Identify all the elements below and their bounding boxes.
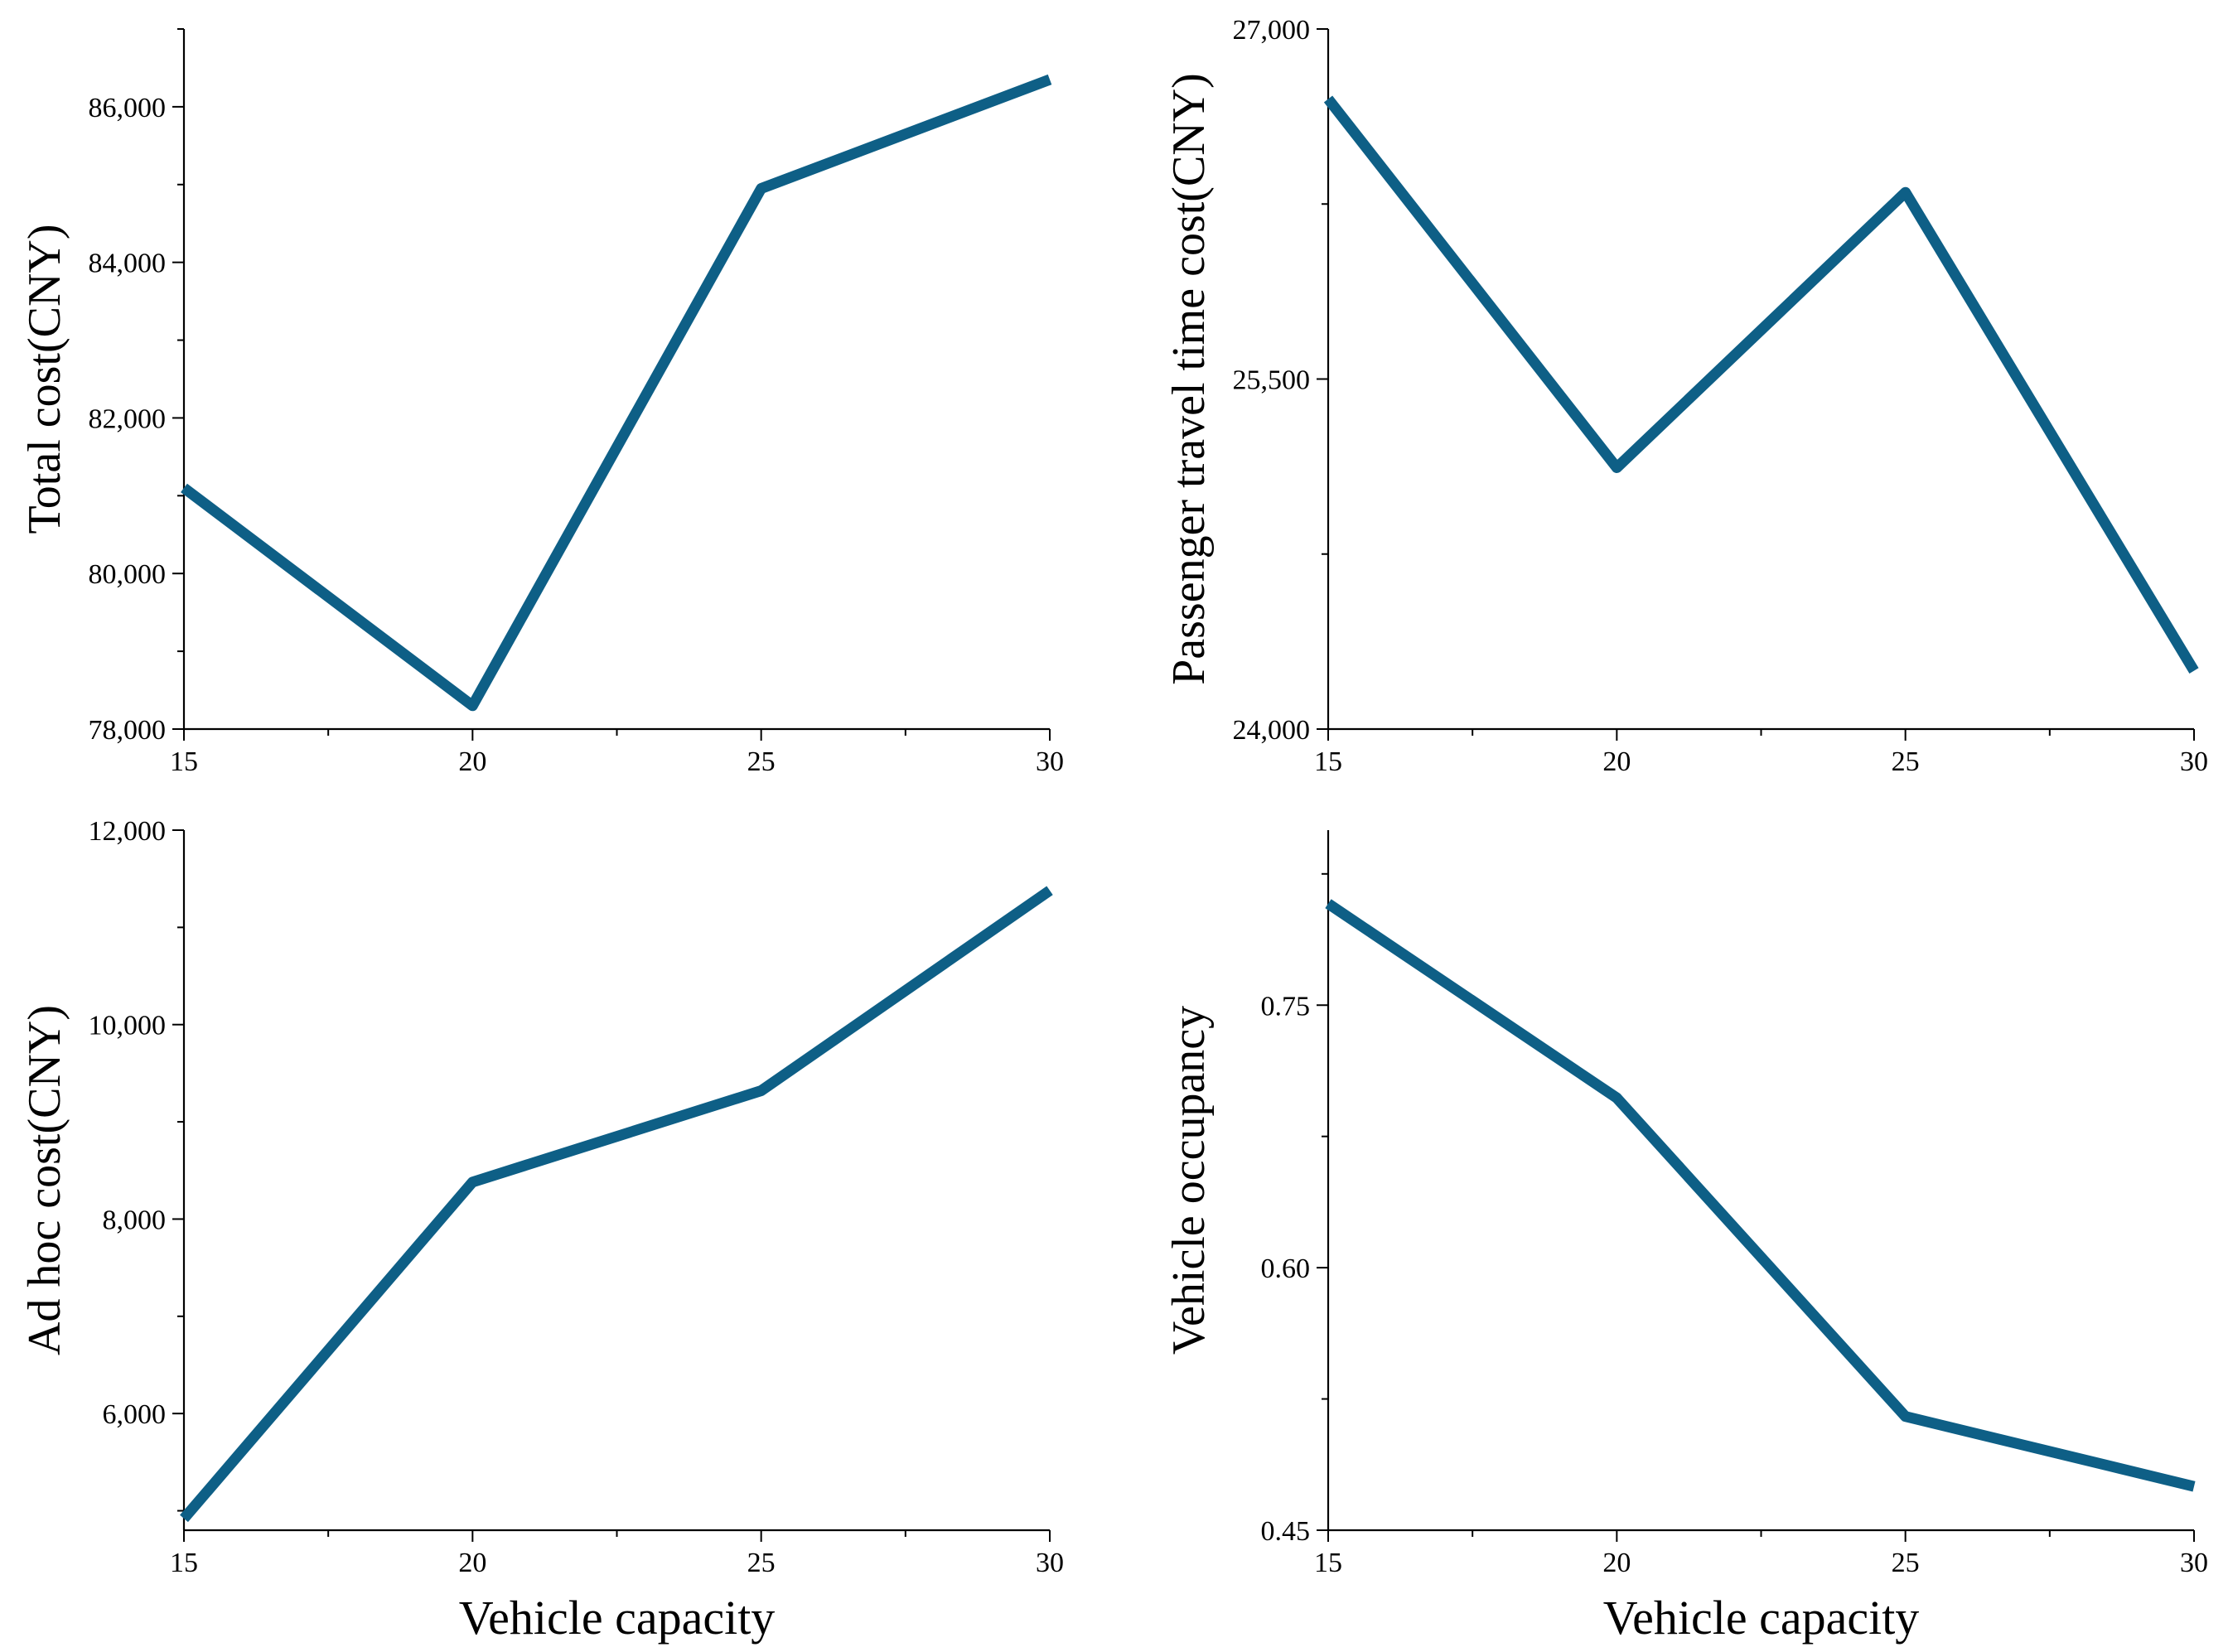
y-tick-label-2-1: 25,500 [1233, 365, 1311, 396]
y-axis-title-1: Total cost(CNY) [19, 224, 70, 534]
x-tick-label-3-0: 15 [170, 1548, 198, 1578]
x-tick-label-3-1: 20 [458, 1548, 486, 1578]
x-axis-title-4: Vehicle capacity [1603, 1591, 1920, 1645]
y-tick-label-3-1: 8,000 [103, 1205, 167, 1235]
x-tick-label-4-1: 20 [1602, 1548, 1631, 1578]
y-axis-title-3: Ad hoc cost(CNY) [19, 1005, 70, 1355]
y-tick-label-1-3: 84,000 [89, 249, 167, 279]
chart-panel-2: 15 20 25 30 24,000 25,500 27,000 Passenger trav… [1163, 15, 2208, 777]
y-tick-label-3-3: 12,000 [89, 816, 167, 847]
x-tick-label-3-3: 30 [1036, 1548, 1064, 1578]
x-tick-label-1-3: 30 [1036, 746, 1064, 777]
x-tick-label-4-2: 25 [1892, 1548, 1920, 1578]
x-tick-label-1-2: 25 [747, 746, 776, 777]
x-axis-title-3: Vehicle capacity [459, 1591, 776, 1645]
y-tick-label-2-2: 27,000 [1233, 15, 1311, 46]
y-tick-label-3-0: 6,000 [103, 1399, 167, 1430]
chart-panel-4: 15 20 25 30 0.45 0.60 0.75 Vehicle occupancy Veh… [1163, 830, 2208, 1645]
x-tick-label-3-2: 25 [747, 1548, 776, 1578]
series-line-2-0 [1323, 95, 2199, 674]
chart-panel-1: 15 20 25 30 78,000 80,000 82,000 84,000 86,000 To… [19, 28, 1064, 777]
x-tick-label-2-2: 25 [1892, 746, 1920, 777]
y-tick-label-2-0: 24,000 [1233, 715, 1311, 746]
y-tick-label-4-0: 0.45 [1261, 1516, 1311, 1547]
y-axis-title-4: Vehicle occupancy [1163, 1006, 1215, 1355]
y-axis-title-2: Passenger travel time cost(CNY) [1163, 73, 1215, 685]
y-tick-label-1-2: 82,000 [89, 403, 167, 434]
x-tick-label-4-0: 15 [1314, 1548, 1342, 1578]
y-tick-label-1-1: 80,000 [89, 559, 167, 590]
y-tick-label-4-1: 0.60 [1261, 1253, 1311, 1284]
y-tick-label-1-4: 86,000 [89, 93, 167, 123]
y-tick-label-4-2: 0.75 [1261, 991, 1311, 1022]
series-line-1-0 [181, 74, 1052, 712]
series-line-3-0 [180, 886, 1053, 1523]
x-tick-label-2-0: 15 [1314, 746, 1342, 777]
chart-panel-3: 15 20 25 30 6,000 8,000 10,000 12,000 Ad hoc cos… [19, 816, 1064, 1645]
x-tick-label-2-1: 20 [1602, 746, 1631, 777]
x-tick-label-2-3: 30 [2180, 746, 2208, 777]
x-tick-label-1-0: 15 [170, 746, 198, 777]
y-tick-label-3-2: 10,000 [89, 1011, 167, 1041]
x-tick-label-1-1: 20 [458, 746, 486, 777]
y-tick-label-1-0: 78,000 [89, 715, 167, 746]
x-tick-label-4-3: 30 [2180, 1548, 2208, 1578]
series-line-4-0 [1325, 899, 2196, 1492]
